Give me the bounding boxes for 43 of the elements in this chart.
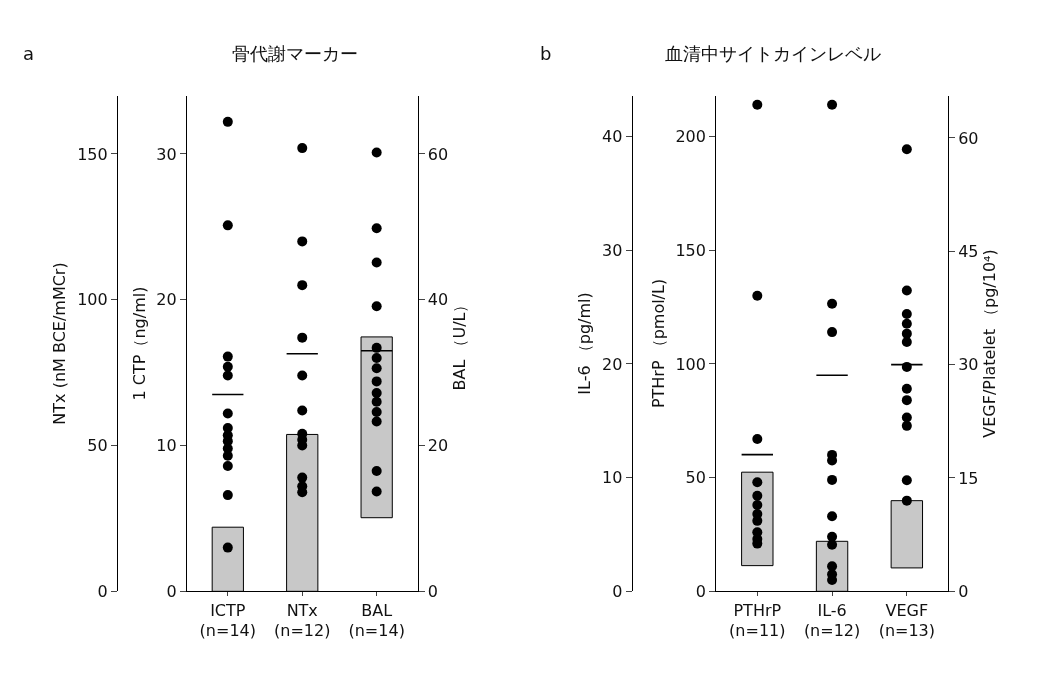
y2-tick-label: 30: [958, 355, 979, 375]
y3-axis-title: IL-6 （pg/ml): [574, 292, 594, 395]
y2-axis-title: VEGF/Platelet （pg/10⁴): [980, 249, 1000, 438]
y3-tick-label: 20: [602, 354, 623, 374]
x-tick-label: NTx (n=12): [274, 600, 331, 641]
y3-tick-label: 150: [77, 144, 108, 164]
y-tick-label: 200: [675, 127, 706, 147]
y3-tick-label: 40: [602, 127, 623, 147]
y-tick-label: 50: [685, 468, 706, 488]
y2-tick-label: 45: [958, 241, 979, 261]
y-tick-label: 0: [166, 581, 177, 601]
y2-axis-title: BAL （U/L）: [449, 296, 469, 391]
y2-tick-label: 15: [958, 468, 979, 488]
y-tick-label: 0: [695, 581, 706, 601]
y2-tick-label: 0: [958, 581, 969, 601]
y-axis-title: PTHrP （pmol/L): [649, 278, 669, 409]
x-tick-label: ICTP (n=14): [199, 600, 256, 641]
y3-tick-label: 10: [602, 468, 623, 488]
y3-tick-label: 30: [602, 240, 623, 260]
y2-tick-label: 20: [427, 436, 449, 456]
y-tick-label: 20: [156, 290, 177, 310]
y2-tick-label: 60: [958, 128, 979, 148]
y-tick-label: 150: [675, 240, 706, 260]
y2-tick-label: 0: [427, 581, 438, 601]
x-tick-label: BAL (n=14): [348, 600, 405, 641]
y-axis-title: 1 CTP（ng/ml): [130, 286, 150, 401]
text: a: [23, 43, 35, 64]
text: b: [540, 43, 552, 64]
y3-tick-label: 100: [77, 290, 108, 310]
y3-tick-label: 0: [97, 581, 108, 601]
y-tick-label: 10: [156, 436, 177, 456]
y2-tick-label: 40: [427, 290, 449, 310]
x-tick-label: IL-6 (n=12): [803, 600, 861, 641]
y2-tick-label: 60: [427, 144, 449, 164]
x-tick-label: PTHrP (n=11): [729, 600, 786, 641]
y-tick-label: 30: [156, 144, 177, 164]
x-tick-label: VEGF (n=13): [878, 600, 936, 641]
chart-title: 骨代謝マーカー: [232, 43, 358, 64]
y-tick-label: 100: [675, 354, 706, 374]
y3-tick-label: 50: [87, 436, 108, 456]
y3-tick-label: 0: [612, 581, 623, 601]
chart-title: 血清中サイトカインレベル: [665, 43, 881, 64]
y3-axis-title: NTx (nM BCE/mMCr): [50, 262, 70, 425]
